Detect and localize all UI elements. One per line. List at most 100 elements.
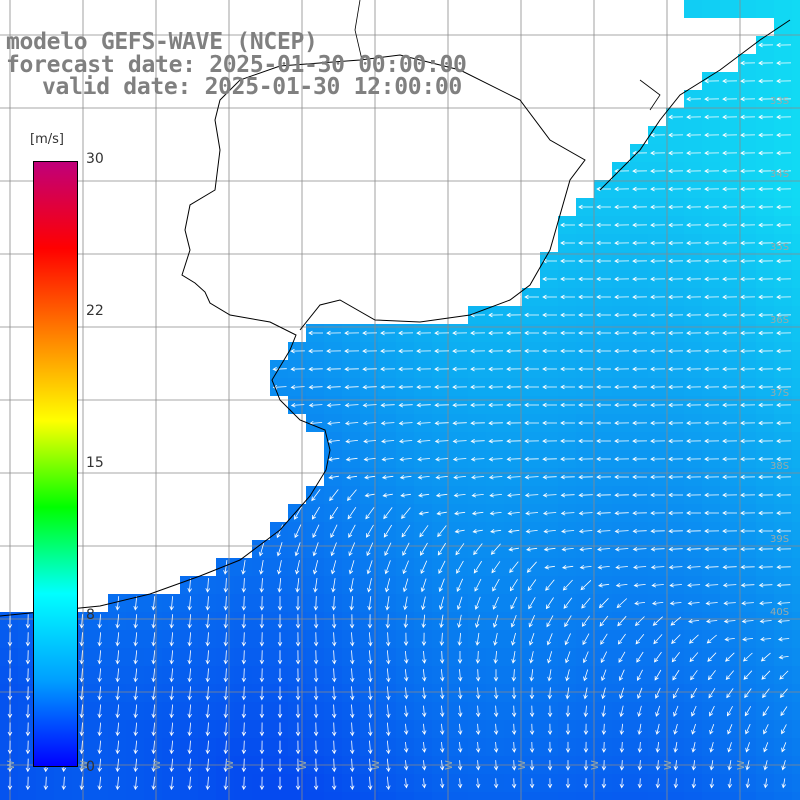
wind-arrow (345, 438, 358, 444)
wind-arrow (488, 474, 503, 480)
sea-cell (576, 648, 594, 666)
wind-arrow (367, 722, 373, 737)
wind-arrow (488, 402, 504, 408)
sea-cell (378, 522, 396, 540)
sea-cell (756, 684, 774, 702)
sea-cell (342, 540, 360, 558)
sea-cell (342, 684, 360, 702)
wind-arrow (686, 312, 702, 318)
wind-arrow (777, 618, 790, 624)
wind-arrow (367, 758, 373, 773)
wind-arrow (583, 723, 589, 736)
wind-arrow (470, 420, 485, 426)
sea-cell (792, 306, 800, 324)
wind-arrow (277, 596, 283, 611)
wind-arrow (601, 723, 607, 736)
wind-arrow (636, 669, 643, 681)
sea-cell (738, 0, 756, 18)
wind-arrow (295, 686, 301, 701)
sea-cell (54, 774, 72, 792)
sea-cell (612, 738, 630, 756)
wind-arrow (133, 776, 138, 791)
wind-arrow (759, 600, 773, 606)
wind-arrow (259, 560, 264, 575)
wind-arrow (686, 438, 702, 444)
sea-cell (180, 594, 198, 612)
wind-arrow (727, 742, 732, 753)
wind-arrow (223, 560, 228, 575)
sea-cell (162, 702, 180, 720)
sea-cell (144, 792, 162, 800)
wind-arrow (349, 722, 355, 737)
sea-cell (648, 684, 666, 702)
sea-cell (162, 684, 180, 702)
sea-cell (396, 558, 414, 576)
sea-cell (198, 612, 216, 630)
wind-arrow (758, 384, 774, 390)
sea-cell (540, 774, 558, 792)
wind-arrow (364, 474, 376, 480)
wind-arrow (707, 652, 717, 662)
longitude-label: W (298, 760, 309, 770)
wind-arrow (456, 560, 464, 574)
wind-arrow (511, 705, 517, 718)
wind-arrow (7, 686, 13, 701)
wind-arrow (722, 114, 738, 120)
sea-cell (540, 702, 558, 720)
sea-cell (774, 684, 792, 702)
sea-cell (306, 684, 324, 702)
sea-cell (432, 612, 450, 630)
wind-arrow (25, 650, 31, 665)
wind-arrow (668, 186, 684, 192)
wind-arrow (133, 614, 138, 629)
sea-cell (270, 774, 288, 792)
wind-arrow (758, 402, 774, 408)
sea-cell (396, 666, 414, 684)
sea-cell (360, 630, 378, 648)
wind-arrow (43, 776, 49, 791)
wind-arrow (542, 330, 557, 336)
wind-arrow (439, 705, 445, 718)
sea-cell (180, 774, 198, 792)
wind-arrow (259, 704, 265, 719)
sea-cell (252, 774, 270, 792)
wind-arrow (115, 614, 120, 629)
sea-cell (450, 666, 468, 684)
wind-arrow (169, 650, 174, 665)
sea-cell (792, 216, 800, 234)
wind-arrow (740, 420, 756, 426)
wind-arrow (362, 348, 378, 354)
wind-arrow (205, 632, 211, 647)
wind-arrow (259, 740, 265, 755)
wind-arrow (97, 668, 102, 683)
sea-cell (720, 0, 738, 18)
sea-cell (198, 774, 216, 792)
wind-arrow (759, 618, 772, 624)
wind-arrow (650, 132, 666, 138)
sea-cell (612, 666, 630, 684)
wind-arrow (740, 582, 755, 588)
wind-arrow (745, 778, 751, 789)
sea-cell (720, 702, 738, 720)
wind-arrow (331, 614, 337, 629)
wind-arrow (672, 687, 679, 699)
sea-cell (486, 648, 504, 666)
wind-arrow (506, 420, 522, 426)
wind-arrow (294, 542, 301, 557)
wind-arrow (632, 420, 648, 426)
wind-arrow (511, 669, 517, 682)
sea-cell (666, 666, 684, 684)
sea-cell (162, 792, 180, 800)
wind-arrow (686, 330, 702, 336)
wind-arrow (491, 561, 501, 574)
sea-cell (756, 738, 774, 756)
wind-arrow (619, 741, 625, 753)
wind-arrow (637, 760, 643, 771)
wind-arrow (384, 542, 392, 557)
wind-arrow (331, 776, 337, 791)
wind-arrow (560, 330, 575, 336)
sea-cell (126, 630, 144, 648)
sea-cell (792, 18, 800, 36)
sea-cell (396, 720, 414, 738)
wind-arrow (434, 330, 450, 336)
